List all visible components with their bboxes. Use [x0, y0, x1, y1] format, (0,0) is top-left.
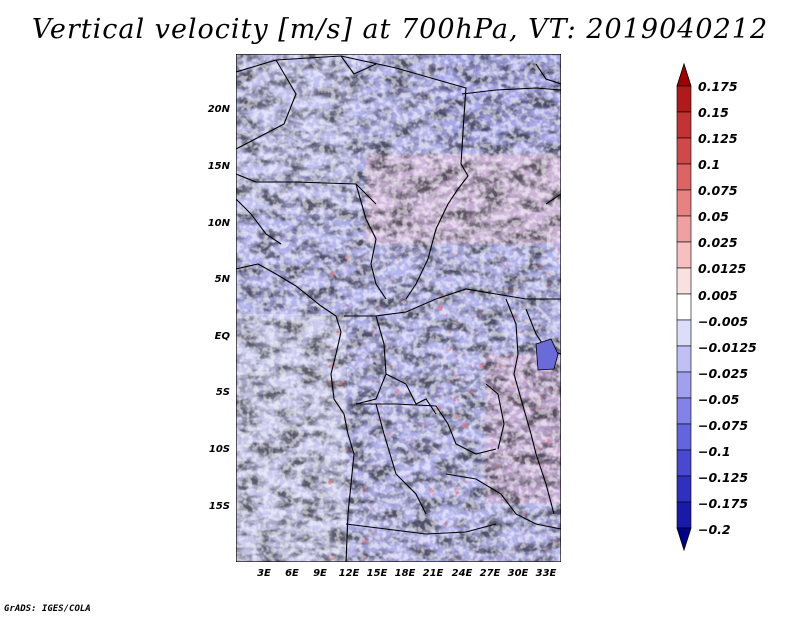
- colorbar-box: [676, 345, 692, 373]
- colorbar-box: [676, 215, 692, 243]
- colorbar-box: [676, 267, 692, 295]
- colorbar-label: −0.1: [698, 444, 731, 459]
- colorbar-label: −0.175: [698, 496, 749, 511]
- lat-label-15s: 15S: [208, 501, 230, 512]
- colorbar-box: [676, 137, 692, 165]
- colorbar-box: [676, 423, 692, 451]
- colorbar-box: [676, 111, 692, 139]
- lon-label-12e: 12E: [338, 568, 360, 579]
- lon-label-9e: 9E: [313, 568, 327, 579]
- colorbar-label: 0.025: [698, 235, 738, 250]
- lat-label-5n: 5N: [214, 274, 230, 285]
- colorbar-label: −0.075: [698, 418, 749, 433]
- lon-label-33e: 33E: [535, 568, 557, 579]
- colorbar-box: [676, 449, 692, 477]
- colorbar-box: [676, 319, 692, 347]
- colorbar-label: −0.125: [698, 470, 749, 485]
- colorbar-box: [676, 397, 692, 425]
- colorbar-label: 0.005: [698, 288, 738, 303]
- lat-label-20n: 20N: [207, 104, 230, 115]
- colorbar-box: [676, 85, 692, 113]
- colorbar-box: [676, 501, 692, 529]
- colorbar-label: 0.075: [698, 183, 738, 198]
- lon-label-3e: 3E: [257, 568, 271, 579]
- colorbar-label: 0.175: [698, 79, 738, 94]
- colorbar-label: 0.0125: [698, 261, 747, 276]
- lat-label-eq: EQ: [214, 331, 230, 342]
- footer-credit: GrADS: IGES/COLA: [4, 604, 91, 614]
- colorbar-label: −0.0125: [698, 340, 757, 355]
- vertical-velocity-field: [236, 54, 561, 562]
- lon-label-6e: 6E: [285, 568, 299, 579]
- colorbar-label: −0.2: [698, 522, 731, 537]
- lon-label-24e: 24E: [451, 568, 473, 579]
- colorbar: [676, 62, 692, 552]
- lon-label-15e: 15E: [366, 568, 388, 579]
- colorbar-cap-bottom: [676, 527, 692, 552]
- colorbar-label: 0.125: [698, 131, 738, 146]
- colorbar-label: 0.15: [698, 105, 729, 120]
- colorbar-label: 0.05: [698, 209, 729, 224]
- lat-label-5s: 5S: [215, 387, 230, 398]
- lon-label-18e: 18E: [394, 568, 416, 579]
- colorbar-cap-top: [676, 62, 692, 87]
- map-title: Vertical velocity [m/s] at 700hPa, VT: 2…: [31, 14, 769, 45]
- map-panel: [236, 54, 561, 562]
- colorbar-box: [676, 163, 692, 191]
- lon-label-30e: 30E: [507, 568, 529, 579]
- colorbar-label: −0.005: [698, 314, 749, 329]
- colorbar-label: 0.1: [698, 157, 721, 172]
- lat-label-15n: 15N: [207, 161, 230, 172]
- lon-label-21e: 21E: [422, 568, 444, 579]
- colorbar-label: −0.025: [698, 366, 749, 381]
- lat-label-10n: 10N: [207, 218, 230, 229]
- colorbar-box: [676, 241, 692, 269]
- lon-label-27e: 27E: [479, 568, 501, 579]
- colorbar-box: [676, 475, 692, 503]
- lat-label-10s: 10S: [208, 444, 230, 455]
- colorbar-box: [676, 293, 692, 321]
- colorbar-label: −0.05: [698, 392, 740, 407]
- colorbar-box: [676, 371, 692, 399]
- colorbar-box: [676, 189, 692, 217]
